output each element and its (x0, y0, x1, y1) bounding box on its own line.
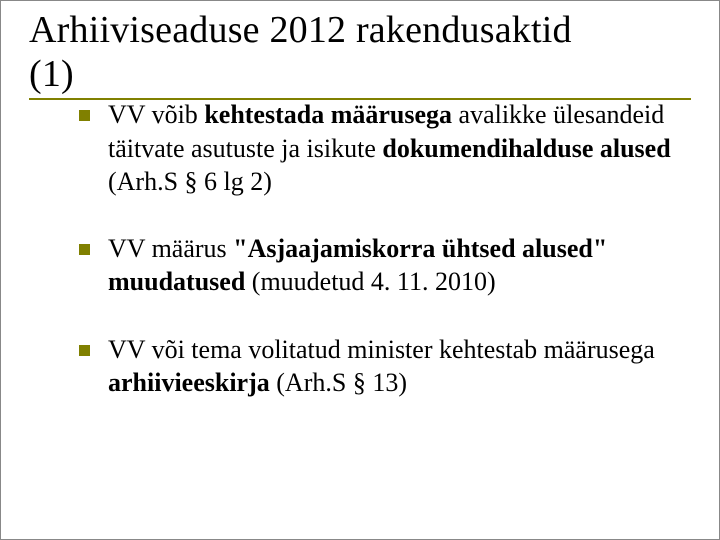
text-run: VV määrus (108, 234, 233, 263)
bullet-item: VV määrus "Asjaajamiskorra ühtsed alused… (79, 232, 681, 299)
slide: Arhiiviseaduse 2012 rakendusaktid (1) VV… (0, 0, 720, 540)
text-run: dokumendihalduse alused (382, 134, 670, 163)
bullet-item: VV võib kehtestada määrusega avalikke ül… (79, 98, 681, 198)
slide-title: Arhiiviseaduse 2012 rakendusaktid (1) (29, 9, 691, 96)
bullet-text: VV määrus "Asjaajamiskorra ühtsed alused… (108, 232, 681, 299)
text-run: (muudetud 4. 11. 2010) (252, 267, 496, 296)
text-run: (Arh.S § 6 lg 2) (108, 167, 272, 196)
bullet-text: VV või tema volitatud minister kehtestab… (108, 333, 681, 400)
bullet-item: VV või tema volitatud minister kehtestab… (79, 333, 681, 400)
title-line1: Arhiiviseaduse 2012 rakendusaktid (29, 9, 572, 51)
square-bullet-icon (79, 345, 90, 356)
title-line2: (1) (29, 53, 74, 95)
bullet-text: VV võib kehtestada määrusega avalikke ül… (108, 98, 681, 198)
square-bullet-icon (79, 244, 90, 255)
title-block: Arhiiviseaduse 2012 rakendusaktid (1) (29, 9, 691, 100)
text-run: kehtestada määrusega (204, 100, 458, 129)
text-run: VV või tema volitatud minister kehtestab… (108, 335, 655, 364)
text-run: VV võib (108, 100, 204, 129)
text-run: arhiivieeskirja (108, 368, 276, 397)
bullet-list: VV võib kehtestada määrusega avalikke ül… (29, 98, 691, 399)
text-run: (Arh.S § 13) (276, 368, 407, 397)
square-bullet-icon (79, 110, 90, 121)
